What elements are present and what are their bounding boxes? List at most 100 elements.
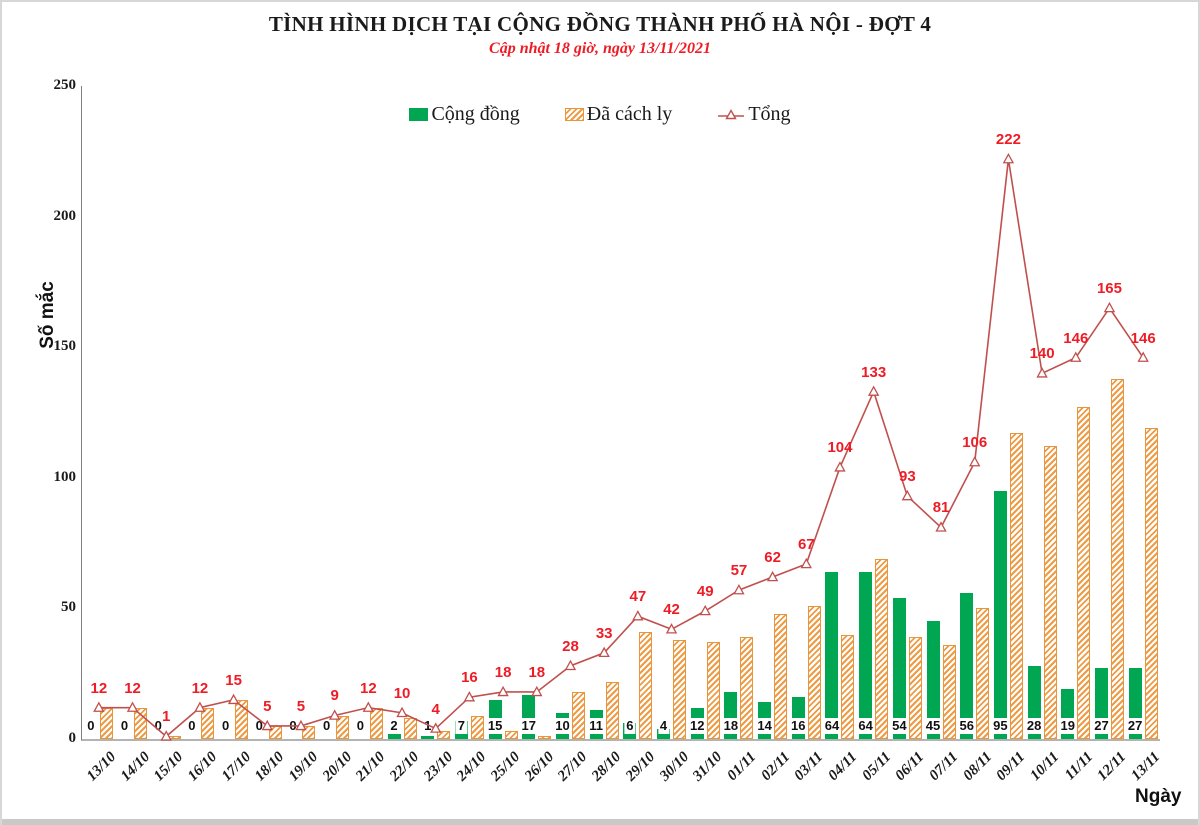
line-marker-icon	[396, 706, 408, 718]
line-value-label: 67	[797, 535, 815, 553]
bar-value-label: 19	[1058, 718, 1078, 734]
line-value-label: 5	[296, 697, 306, 715]
bar-value-label: 64	[822, 718, 842, 734]
line-marker-icon	[194, 701, 206, 712]
line-value-label: 28	[562, 637, 579, 655]
bottom-border-strip	[2, 819, 1198, 825]
line-value-label: 93	[899, 468, 916, 486]
x-axis-date-label: 12/11	[1094, 749, 1130, 784]
line-marker-icon	[295, 719, 307, 731]
bar-da-cach-ly	[1043, 446, 1057, 739]
bar-da-cach-ly	[1077, 407, 1091, 739]
x-axis-date-label: 23/10	[420, 749, 457, 785]
x-axis-date-label: 22/10	[386, 749, 423, 785]
bar-da-cach-ly	[235, 699, 249, 739]
bar-value-label: 12	[687, 718, 707, 734]
line-marker-icon	[1137, 351, 1149, 362]
bar-da-cach-ly	[976, 608, 990, 739]
x-axis-date-label: 13/10	[83, 749, 120, 785]
bar-da-cach-ly	[369, 707, 383, 739]
bar-da-cach-ly	[336, 715, 350, 739]
tong-line	[93, 152, 1149, 741]
x-axis-date-label: 09/11	[993, 749, 1029, 784]
line-marker-icon	[632, 610, 644, 621]
y-axis-tick-label: 100	[53, 468, 77, 485]
x-axis-date-label: 10/11	[1027, 749, 1063, 784]
x-axis-date-label: 14/10	[117, 749, 153, 785]
line-marker-icon	[261, 719, 273, 731]
bar-value-label: 0	[186, 718, 198, 734]
line-value-label: 12	[191, 679, 209, 697]
x-axis-date-label: 04/11	[825, 749, 861, 784]
x-axis-date-label: 21/10	[353, 749, 389, 785]
bar-da-cach-ly	[1110, 378, 1124, 739]
bar-da-cach-ly	[403, 718, 417, 739]
x-axis-date-label: 11/11	[1061, 749, 1097, 784]
bar-value-label: 17	[519, 718, 539, 734]
line-marker-icon	[1070, 351, 1082, 362]
x-axis-date-label: 26/10	[521, 749, 558, 785]
legend-label-tong: Tổng	[748, 103, 791, 125]
bar-value-label: 0	[253, 718, 265, 734]
line-value-label: 10	[393, 684, 411, 702]
bar-value-label: 64	[856, 718, 875, 734]
bar-cong-dong	[421, 736, 435, 739]
x-axis-date-label: 20/10	[319, 749, 355, 785]
x-axis-date-label: 01/11	[724, 749, 760, 784]
line-marker-icon	[969, 455, 981, 467]
line-value-label: 57	[730, 562, 748, 580]
line-marker-icon	[1103, 301, 1116, 313]
bar-value-label: 0	[321, 718, 333, 734]
x-axis-date-label: 16/10	[184, 749, 221, 785]
bar-da-cach-ly	[201, 707, 215, 739]
line-marker-icon	[497, 685, 509, 697]
line-marker-icon	[665, 623, 678, 634]
plot-area: 0 50 100 150 200 250 12 12 1 12 15 5 5 9 12 10 4 16 18 18 28…	[54, 77, 1164, 784]
line-value-label: 42	[663, 601, 680, 619]
line-marker-icon	[598, 646, 610, 658]
bar-da-cach-ly	[740, 637, 754, 739]
x-axis-date-label: 25/10	[487, 749, 524, 785]
line-marker-icon	[733, 583, 745, 595]
line-marker-icon	[834, 461, 846, 472]
line-marker-icon	[126, 701, 139, 712]
line-marker-swatch-icon	[718, 108, 745, 119]
legend-label-da-cach-ly: Đã cách ly	[586, 103, 673, 125]
legend-item-tong: Tổng	[717, 103, 791, 126]
bar-value-label: 18	[721, 718, 741, 734]
x-axis-date-label: 05/11	[859, 749, 894, 784]
bar-da-cach-ly	[571, 691, 585, 739]
line-marker-icon	[531, 685, 543, 697]
line-value-label: 16	[461, 669, 478, 687]
line-value-label: 222	[995, 131, 1021, 149]
chart-title: TÌNH HÌNH DỊCH TẠI CỘNG ĐỒNG THÀNH PHỐ H…	[268, 12, 932, 36]
line-marker-icon	[564, 659, 577, 671]
x-axis-date-label: 17/10	[218, 749, 254, 785]
bar-cong-dong	[993, 490, 1007, 739]
bar-value-label: 10	[553, 718, 572, 734]
line-marker-icon	[227, 693, 240, 705]
x-axis-date-label: 28/10	[588, 749, 625, 785]
bar-value-label: 54	[890, 718, 909, 734]
line-marker-icon	[935, 521, 947, 532]
bar-value-label: 4	[657, 718, 670, 734]
bar-cong-dong	[892, 597, 906, 739]
line-value-label: 146	[1063, 329, 1089, 347]
line-value-label: 106	[962, 434, 988, 452]
y-axis-tick-label: 0	[68, 730, 77, 746]
line-marker-icon	[1036, 367, 1048, 378]
bar-value-label: 14	[755, 718, 774, 734]
bar-da-cach-ly	[875, 558, 889, 739]
line-value-label: 5	[263, 697, 272, 715]
x-axis-date-label: 06/11	[892, 749, 928, 784]
legend-item-cong-dong: Cộng đồng	[409, 103, 520, 126]
x-axis-date-label: 08/11	[960, 749, 996, 784]
line-value-label: 104	[827, 439, 853, 457]
bar-da-cach-ly	[774, 613, 788, 739]
bar-cong-dong	[960, 592, 974, 739]
bar-value-label: 7	[455, 718, 468, 734]
line-marker-icon	[362, 701, 375, 712]
bar-value-label: 56	[957, 718, 976, 734]
legend: Cộng đồng Đã cách ly Tổng	[2, 103, 1198, 126]
